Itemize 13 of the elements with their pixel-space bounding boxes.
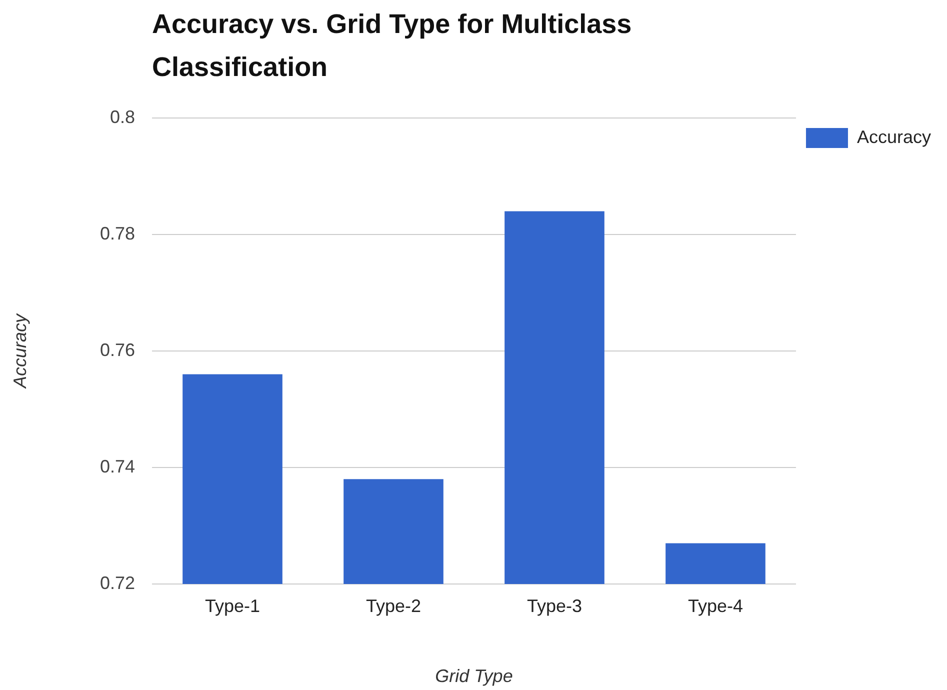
chart-title: Accuracy vs. Grid Type for Multiclass Classification — [152, 8, 633, 84]
legend-label: Accuracy — [856, 126, 932, 147]
x-tick-label: Type-2 — [366, 596, 422, 616]
x-axis-title: Grid Type — [435, 666, 513, 686]
y-tick-label: 0.78 — [100, 223, 135, 244]
x-tick-label: Type-1 — [204, 596, 260, 616]
y-tick-label: 0.8 — [110, 106, 135, 127]
x-tick-label: Type-3 — [526, 596, 582, 616]
y-tick-label: 0.72 — [100, 572, 135, 593]
y-tick-label: 0.74 — [100, 456, 135, 476]
x-tick-label: Type-4 — [688, 596, 743, 616]
y-tick-label: 0.76 — [100, 340, 135, 360]
y-axis-title: Accuracy — [10, 312, 30, 390]
